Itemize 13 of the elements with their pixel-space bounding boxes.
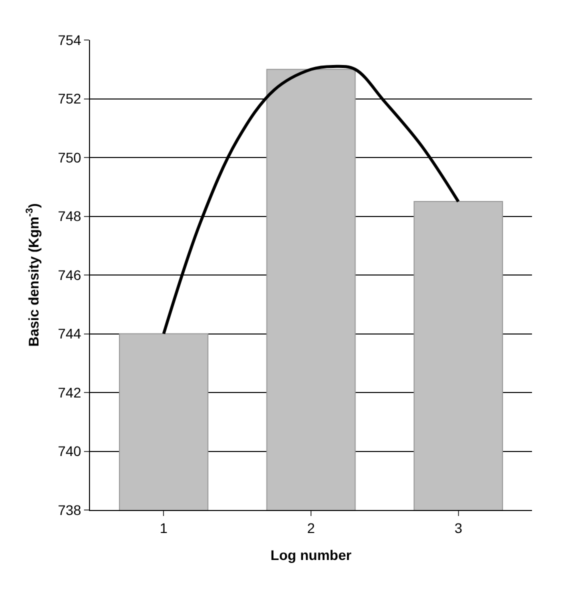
y-tick-label: 740 xyxy=(58,443,82,460)
y-tick-label: 746 xyxy=(58,266,82,283)
x-tick-label: 1 xyxy=(160,520,168,536)
y-tick-label: 742 xyxy=(58,384,82,400)
y-tick-label: 744 xyxy=(58,326,82,342)
x-axis-title: Log number xyxy=(270,547,352,564)
y-tick-label: 752 xyxy=(58,90,82,107)
y-tick-label: 750 xyxy=(58,149,82,166)
y-tick-label: 754 xyxy=(58,32,82,48)
y-tick-label: 748 xyxy=(58,208,82,224)
x-tick-label: 3 xyxy=(454,520,462,536)
x-tick-label: 2 xyxy=(307,520,316,536)
y-tick-label: 738 xyxy=(58,502,82,518)
